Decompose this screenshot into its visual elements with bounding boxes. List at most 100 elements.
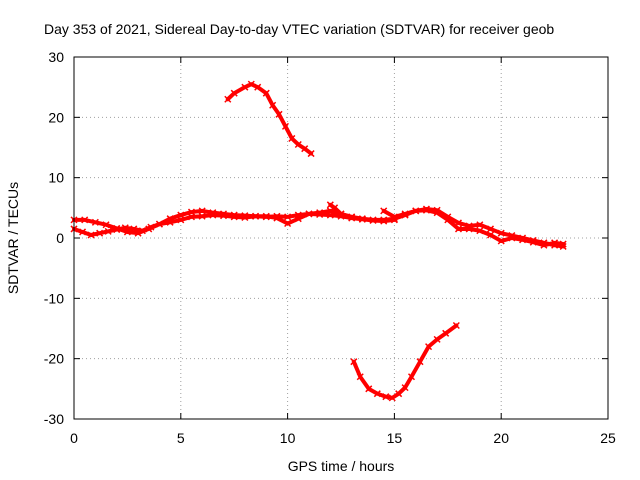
data-point: [247, 80, 255, 88]
data-point: [540, 241, 548, 249]
data-point: [326, 201, 334, 209]
data-point: [138, 227, 146, 235]
x-tick-label: 25: [600, 430, 616, 446]
x-axis-label: GPS time / hours: [288, 458, 395, 474]
series-trace-b: [70, 207, 356, 239]
data-point: [241, 213, 249, 222]
data-point: [230, 213, 238, 221]
data-point: [305, 210, 313, 218]
x-tick-label: 15: [387, 430, 403, 446]
data-point: [559, 240, 567, 248]
data-point: [412, 207, 420, 215]
data-point: [465, 225, 473, 233]
data-point: [442, 329, 450, 337]
data-point: [121, 224, 129, 232]
data-point: [269, 101, 277, 109]
data-point: [476, 227, 484, 235]
x-tick-label: 10: [280, 430, 296, 446]
data-point: [241, 83, 249, 91]
data-point: [288, 134, 296, 142]
data-point: [337, 210, 345, 218]
data-point: [433, 335, 441, 343]
data-point: [380, 207, 388, 215]
series-layer: [70, 80, 567, 402]
data-point: [454, 225, 463, 233]
x-tick-label: 20: [493, 430, 509, 446]
data-point: [476, 221, 484, 229]
data-point: [281, 122, 289, 130]
data-point: [87, 231, 95, 239]
data-point: [407, 373, 416, 381]
data-point: [273, 214, 281, 222]
data-point: [388, 394, 396, 402]
data-point: [307, 150, 315, 158]
data-point: [373, 390, 381, 398]
data-point: [529, 238, 537, 246]
y-tick-label: 20: [48, 109, 64, 125]
data-point: [102, 221, 110, 229]
data-point: [497, 229, 505, 237]
data-point: [301, 145, 309, 153]
data-point: [452, 321, 460, 330]
data-point: [209, 211, 217, 219]
x-tick-label: 5: [177, 430, 185, 446]
y-tick-label: 30: [48, 49, 64, 65]
data-point: [224, 95, 232, 103]
y-tick-label: -10: [44, 290, 64, 306]
data-point: [348, 213, 356, 221]
data-point: [104, 227, 112, 235]
data-point: [365, 385, 373, 393]
data-point: [551, 239, 559, 247]
data-point: [187, 213, 196, 221]
data-point: [262, 212, 270, 220]
data-point: [369, 216, 377, 224]
data-point: [262, 89, 270, 97]
data-point: [96, 229, 104, 237]
data-point: [81, 216, 89, 224]
y-tick-label: -30: [44, 411, 64, 427]
tick-layer: 0 5 10 15 20 25 -30 -20 -10 0 10 20 30: [44, 49, 616, 446]
data-point: [401, 210, 409, 218]
data-point: [198, 212, 206, 220]
data-point: [113, 226, 121, 234]
data-point: [91, 218, 99, 226]
data-point: [416, 358, 424, 366]
data-point: [390, 213, 398, 221]
y-tick-label: 10: [48, 170, 64, 186]
data-point: [294, 140, 302, 149]
data-point: [395, 390, 403, 398]
data-point: [401, 384, 409, 392]
data-point: [166, 218, 174, 226]
data-point: [486, 231, 495, 239]
data-point: [230, 89, 238, 97]
data-point: [350, 358, 358, 366]
data-point: [219, 212, 228, 220]
y-tick-label: 0: [56, 230, 64, 246]
data-point: [130, 225, 138, 233]
data-point: [425, 343, 433, 351]
data-point: [519, 236, 527, 244]
series-upper-arc: [224, 80, 315, 158]
data-point: [382, 393, 390, 401]
data-point: [444, 216, 452, 224]
data-point: [358, 215, 366, 223]
data-point: [284, 213, 292, 221]
data-point: [284, 219, 292, 228]
y-axis-label: SDTVAR / TECUs: [5, 182, 21, 294]
data-point: [508, 234, 516, 242]
data-point: [422, 206, 430, 214]
data-point: [380, 216, 388, 224]
data-point: [177, 216, 185, 224]
data-point: [254, 83, 262, 91]
series-trace-d: [380, 206, 567, 249]
data-point: [331, 204, 339, 212]
data-point: [356, 373, 364, 381]
data-point: [316, 209, 324, 217]
data-point: [147, 223, 155, 231]
data-point: [497, 237, 505, 245]
data-point: [155, 220, 163, 228]
series-line: [381, 208, 566, 248]
data-point: [79, 228, 87, 236]
y-tick-label: -20: [44, 351, 64, 367]
